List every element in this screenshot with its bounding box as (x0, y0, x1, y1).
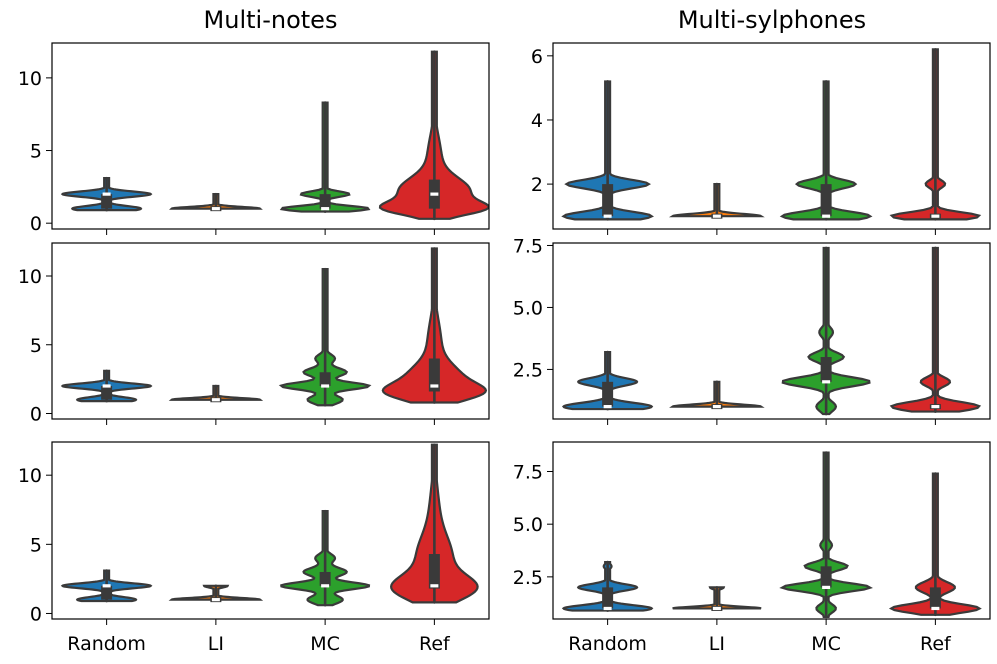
iqr-box-mc-p11 (820, 357, 832, 382)
median-marker-random-p00 (102, 192, 111, 196)
median-marker-li-p21 (712, 606, 721, 611)
median-marker-mc-p20 (321, 584, 330, 588)
median-marker-ref-p00 (430, 192, 439, 196)
median-marker-ref-p21 (931, 606, 940, 611)
iqr-box-mc-p21 (820, 566, 832, 588)
panel-plot-area (561, 451, 982, 619)
x-tick-label-li-p21: LI (709, 633, 725, 655)
y-tick-label-p11: 7.5 (513, 235, 543, 257)
median-marker-li-p00 (211, 207, 220, 211)
median-marker-mc-p10 (321, 384, 330, 388)
median-marker-random-p20 (102, 584, 111, 588)
median-marker-mc-p21 (822, 585, 831, 589)
panel-plot-area (561, 48, 982, 221)
y-tick-label-p01: 4 (531, 110, 543, 132)
median-marker-li-p20 (211, 598, 220, 602)
y-tick-label-p20: 10 (18, 465, 42, 487)
x-tick-label-mc-p21: MC (811, 633, 841, 655)
column-title-multi-sylphones: Multi-sylphones (678, 6, 866, 34)
y-tick-label-p10: 0 (30, 404, 42, 426)
panel-plot-area (60, 50, 489, 221)
median-marker-mc-p00 (321, 207, 330, 211)
y-tick-label-p21: 2.5 (513, 567, 543, 589)
y-tick-label-p01: 2 (531, 174, 543, 196)
y-tick-label-p01: 6 (531, 46, 543, 68)
x-tick-label-random-p21: Random (568, 633, 647, 655)
iqr-box-ref-p21 (929, 587, 941, 609)
y-tick-label-p21: 7.5 (513, 462, 543, 484)
iqr-box-mc-p10 (319, 372, 331, 386)
y-tick-label-p00: 5 (30, 141, 42, 163)
median-marker-random-p01 (603, 214, 612, 218)
y-tick-label-p20: 5 (30, 534, 42, 556)
panel-plot-area (60, 443, 479, 607)
y-tick-label-p21: 5.0 (513, 514, 543, 536)
median-marker-random-p21 (603, 606, 612, 611)
y-tick-label-p11: 5.0 (513, 297, 543, 319)
panel-p10: 0 5 10 (18, 242, 490, 426)
iqr-box-random-p21 (602, 587, 614, 609)
median-marker-li-p11 (712, 405, 721, 409)
x-tick-label-random-p20: Random (67, 633, 146, 655)
iqr-box-ref-p20 (428, 554, 440, 589)
y-tick-label-p00: 0 (30, 213, 42, 235)
iqr-box-random-p20 (101, 585, 113, 600)
x-tick-label-ref-p21: Ref (920, 633, 952, 655)
panel-p01: 2 4 6 (531, 42, 991, 235)
median-marker-random-p11 (603, 405, 612, 409)
iqr-box-mc-p00 (319, 194, 331, 209)
y-tick-label-p00: 10 (18, 68, 42, 90)
median-marker-ref-p10 (430, 384, 439, 388)
y-tick-label-p11: 2.5 (513, 359, 543, 381)
y-tick-label-p20: 0 (30, 603, 42, 625)
panel-plot-area (561, 246, 982, 416)
y-tick-label-p10: 5 (30, 335, 42, 357)
panel-p00: 0 5 10 (18, 42, 490, 235)
panel-frame-p00 (51, 42, 490, 230)
median-marker-random-p10 (102, 384, 111, 388)
x-tick-label-li-p20: LI (208, 633, 224, 655)
iqr-box-mc-p01 (820, 184, 832, 217)
panel-frame-p11 (552, 242, 991, 420)
panel-frame-p21 (552, 441, 991, 620)
median-marker-li-p10 (211, 398, 220, 402)
iqr-box-random-p10 (101, 386, 113, 400)
iqr-box-random-p11 (602, 381, 614, 407)
panel-p20: 0 5 10 Random LI MC Ref (18, 441, 490, 655)
panel-plot-area (60, 247, 488, 407)
x-tick-label-ref-p20: Ref (419, 633, 451, 655)
median-marker-mc-p11 (822, 380, 831, 384)
iqr-box-ref-p10 (428, 358, 440, 392)
panel-frame-p10 (51, 242, 490, 420)
column-title-multi-notes: Multi-notes (204, 6, 338, 34)
panel-frame-p20 (51, 441, 490, 620)
panel-frame-p01 (552, 42, 991, 230)
median-marker-ref-p11 (931, 405, 940, 409)
median-marker-ref-p01 (931, 214, 940, 218)
iqr-box-random-p00 (101, 194, 113, 209)
x-tick-label-mc-p20: MC (310, 633, 340, 655)
median-marker-ref-p20 (430, 584, 439, 588)
panel-p11: 2.5 5.0 7.5 (513, 235, 991, 425)
median-marker-mc-p01 (822, 214, 831, 218)
iqr-box-mc-p20 (319, 571, 331, 586)
y-tick-label-p10: 10 (18, 266, 42, 288)
panel-p21: 2.5 5.0 7.5 Random LI MC Ref (513, 441, 991, 655)
median-marker-li-p01 (712, 214, 721, 218)
iqr-box-random-p01 (602, 184, 614, 217)
